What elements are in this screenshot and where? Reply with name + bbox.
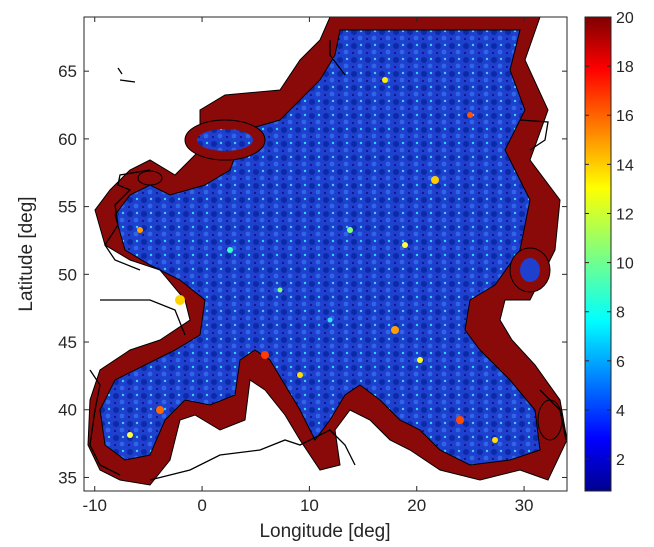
hotspots [127, 77, 498, 443]
axes-box [83, 16, 568, 492]
map-layers [87, 17, 567, 486]
colorbar-tick-label: 6 [616, 354, 625, 371]
y-tick-label: 35 [58, 468, 77, 487]
x-axis-ticks: -10 0 10 20 30 [82, 17, 534, 515]
colorbar-tick-label: 2 [616, 452, 625, 469]
y-tick-label: 45 [58, 333, 77, 352]
coastlines [89, 40, 567, 481]
y-tick-label: 40 [58, 401, 77, 420]
x-axis-label: Longitude [deg] [259, 521, 390, 542]
x-tick-label: -10 [82, 496, 107, 515]
y-tick-label: 65 [58, 62, 77, 81]
colorbar-tick-label: 4 [616, 403, 625, 420]
colorbar-tick-label: 18 [616, 59, 634, 76]
colorbar-tick-label: 12 [616, 206, 634, 223]
y-tick-label: 55 [58, 198, 77, 217]
colorbar-tick-label: 8 [616, 305, 625, 322]
low-value-interior [99, 29, 541, 466]
colorbar-tick-label: 16 [616, 108, 634, 125]
colorbar-ticks: 2 4 6 8 10 12 14 16 18 20 [585, 10, 634, 469]
x-tick-label: 10 [300, 496, 319, 515]
colorbar-tick-label: 14 [616, 157, 634, 174]
colorbar-tick-label: 10 [616, 256, 634, 273]
colorbar [584, 16, 612, 492]
y-tick-label: 60 [58, 130, 77, 149]
x-tick-label: 20 [407, 496, 426, 515]
patch-britain-core [197, 129, 253, 151]
y-axis-label: Latitude [deg] [16, 196, 37, 311]
y-axis-ticks: 35 40 45 50 55 60 65 [58, 62, 567, 487]
patch-denmark [137, 170, 163, 186]
patch-baltic-core [520, 258, 540, 282]
x-tick-label: 30 [515, 496, 534, 515]
colorbar-tick-label: 20 [616, 10, 634, 27]
y-tick-label: 50 [58, 265, 77, 284]
x-tick-label: 0 [197, 496, 206, 515]
patch-med-east [537, 399, 563, 441]
